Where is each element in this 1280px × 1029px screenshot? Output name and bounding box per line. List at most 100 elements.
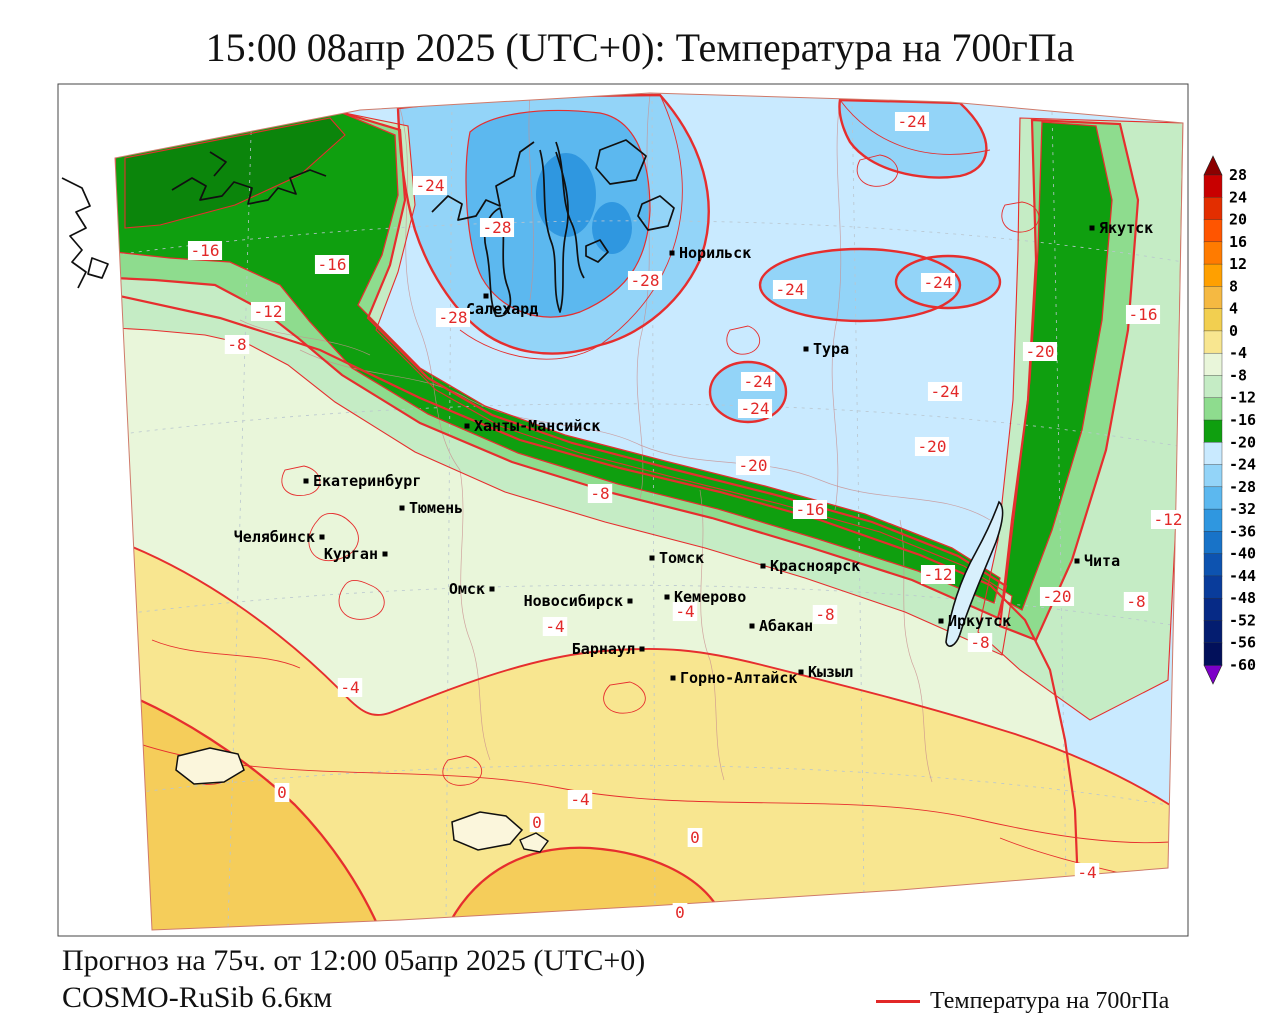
contour-label: -16	[318, 255, 347, 274]
colorbar-tick-label: 8	[1229, 277, 1238, 295]
contour-label: -8	[590, 484, 609, 503]
contour-label-bg	[920, 565, 956, 584]
contour-label: -12	[254, 302, 283, 321]
contour-label: -8	[815, 605, 834, 624]
city-label: Томск	[659, 549, 704, 567]
contour-label-bg	[1074, 863, 1100, 882]
contour-label-bg	[314, 255, 350, 274]
colorbar-arrow-bottom	[1203, 664, 1223, 685]
colorbar-band	[1203, 419, 1223, 443]
city-marker	[303, 478, 309, 484]
contour-label: -8	[227, 335, 246, 354]
contour-label: 0	[277, 783, 287, 802]
contour-label-bg	[740, 372, 776, 391]
city-marker	[1074, 558, 1080, 564]
graticule-layer	[115, 93, 1183, 929]
colorbar-tick-label: -28	[1229, 478, 1256, 496]
colorbar: 28 24 20 16 12 8 4 0 -4 -8 -12 -16 -20 -24 -28 -32 -36 -4…	[1203, 155, 1256, 685]
city-marker	[319, 534, 325, 540]
colorbar-tick-label: 12	[1229, 255, 1247, 273]
contour-label: -12	[1154, 510, 1183, 529]
contour-label-bg	[1150, 510, 1186, 529]
contour-label-bg	[542, 617, 568, 636]
contour-label: 0	[675, 903, 685, 922]
city-marker	[489, 586, 495, 592]
contour-label: -24	[744, 372, 773, 391]
contour-label: -4	[675, 602, 694, 621]
contour-label-bg	[812, 605, 838, 624]
city-marker	[399, 505, 405, 511]
contour-label: -28	[439, 308, 468, 327]
colorbar-band	[1203, 197, 1223, 221]
city-marker	[639, 646, 645, 652]
contour-label-bg	[627, 271, 663, 290]
colorbar-band	[1203, 508, 1223, 533]
contour-label: -28	[483, 218, 512, 237]
city-marker	[803, 346, 809, 352]
colorbar-tick-label: -8	[1229, 366, 1247, 384]
colorbar-band	[1203, 263, 1223, 288]
city-label: Кызыл	[808, 663, 853, 681]
lake	[451, 811, 524, 851]
contour-label: -4	[570, 790, 589, 809]
colorbar-band	[1203, 486, 1223, 510]
contour-label-bg	[920, 273, 956, 292]
city-label: Чита	[1084, 552, 1120, 570]
contour-label: -24	[741, 399, 770, 418]
city-marker	[1089, 225, 1095, 231]
colorbar-band	[1203, 174, 1223, 198]
contour-label-bg	[687, 828, 703, 847]
city-marker	[664, 594, 670, 600]
city-marker	[464, 423, 470, 429]
contour-label: -24	[416, 176, 445, 195]
contour-label: 0	[532, 813, 542, 832]
contour-label-bg	[412, 176, 448, 195]
contour-label-bg	[479, 218, 515, 237]
contour-label-bg	[672, 903, 688, 922]
contour-label-bg	[224, 335, 250, 354]
contour-label-bg	[274, 783, 290, 802]
contour-label-bg	[967, 633, 993, 652]
colorbar-tick-label: -48	[1229, 589, 1256, 607]
city-label: Тура	[813, 340, 849, 358]
colorbar-tick-label: -16	[1229, 411, 1256, 429]
contour-label-bg	[587, 484, 613, 503]
contour-label: -28	[631, 271, 660, 290]
map-key: Температура на 700гПа	[876, 988, 1169, 1015]
city-marker	[483, 293, 489, 299]
lake	[175, 747, 245, 785]
contour-label-bg	[187, 241, 223, 260]
colorbar-band	[1203, 219, 1223, 243]
contour-label-bg	[772, 280, 808, 299]
contour-label: -4	[1077, 863, 1096, 882]
contour-label-layer: -24 -24 -16 -16 -28 -28 -12 -28 -8 -24 -24 -16 -20 -2…	[187, 112, 1186, 922]
contour-label-bg	[1039, 587, 1075, 606]
lake	[519, 832, 549, 853]
city-label: Якутск	[1099, 219, 1153, 237]
contour-label: -24	[898, 112, 927, 131]
contour-label-bg	[792, 500, 828, 519]
colorbar-band	[1203, 620, 1223, 644]
contour-label-bg	[1022, 342, 1058, 361]
city-marker	[382, 551, 388, 557]
forecast-info: Прогноз на 75ч. от 12:00 05апр 2025 (UTC…	[62, 944, 646, 977]
contour-label: -4	[340, 678, 359, 697]
colorbar-tick-label: -52	[1229, 611, 1256, 629]
admin-border-layer	[239, 94, 991, 783]
colorbar-tick-label: -12	[1229, 389, 1256, 407]
contour-label-bg	[927, 382, 963, 401]
city-label: Красноярск	[770, 557, 860, 575]
contour-label: -16	[191, 241, 220, 260]
colorbar-tick-label: -24	[1229, 456, 1256, 474]
colorbar-tick-label: -40	[1229, 545, 1256, 563]
city-label: Салехард	[466, 300, 538, 318]
colorbar-band	[1203, 597, 1223, 622]
city-marker	[938, 618, 944, 624]
contour-label-bg	[435, 308, 471, 327]
colorbar-tick-label: -4	[1229, 344, 1247, 362]
contour-label: -12	[924, 565, 953, 584]
colorbar-tick-label: -56	[1229, 634, 1256, 652]
city-marker	[649, 555, 655, 561]
colorbar-tick-label: 28	[1229, 166, 1247, 184]
